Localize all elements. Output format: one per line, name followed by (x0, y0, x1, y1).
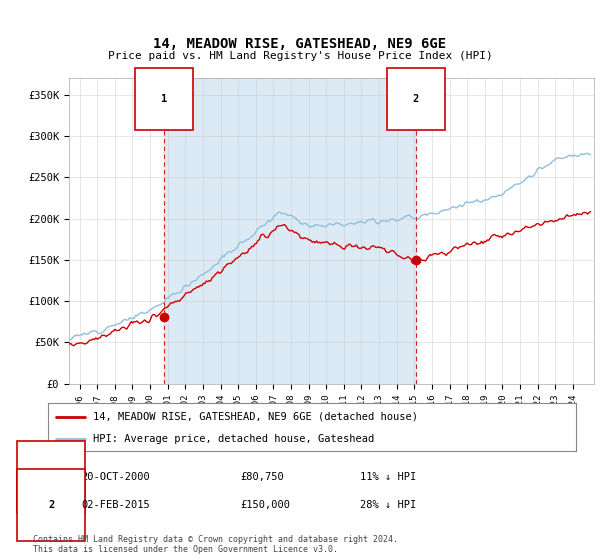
Text: HPI: Average price, detached house, Gateshead: HPI: Average price, detached house, Gate… (93, 434, 374, 444)
Text: 14, MEADOW RISE, GATESHEAD, NE9 6GE (detached house): 14, MEADOW RISE, GATESHEAD, NE9 6GE (det… (93, 412, 418, 422)
Text: £150,000: £150,000 (240, 500, 290, 510)
Text: 02-FEB-2015: 02-FEB-2015 (81, 500, 150, 510)
Text: £80,750: £80,750 (240, 472, 284, 482)
Text: 1: 1 (161, 94, 167, 104)
Text: 1: 1 (48, 472, 54, 482)
Text: 28% ↓ HPI: 28% ↓ HPI (360, 500, 416, 510)
Text: Contains HM Land Registry data © Crown copyright and database right 2024.
This d: Contains HM Land Registry data © Crown c… (33, 535, 398, 554)
Bar (164, 78, 416, 384)
Text: 11% ↓ HPI: 11% ↓ HPI (360, 472, 416, 482)
Text: Price paid vs. HM Land Registry's House Price Index (HPI): Price paid vs. HM Land Registry's House … (107, 51, 493, 61)
Text: 14, MEADOW RISE, GATESHEAD, NE9 6GE: 14, MEADOW RISE, GATESHEAD, NE9 6GE (154, 36, 446, 50)
Text: 2: 2 (48, 500, 54, 510)
Text: 2: 2 (413, 94, 419, 104)
Text: 20-OCT-2000: 20-OCT-2000 (81, 472, 150, 482)
